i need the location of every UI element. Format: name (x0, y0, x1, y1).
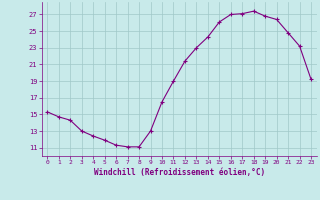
X-axis label: Windchill (Refroidissement éolien,°C): Windchill (Refroidissement éolien,°C) (94, 168, 265, 177)
